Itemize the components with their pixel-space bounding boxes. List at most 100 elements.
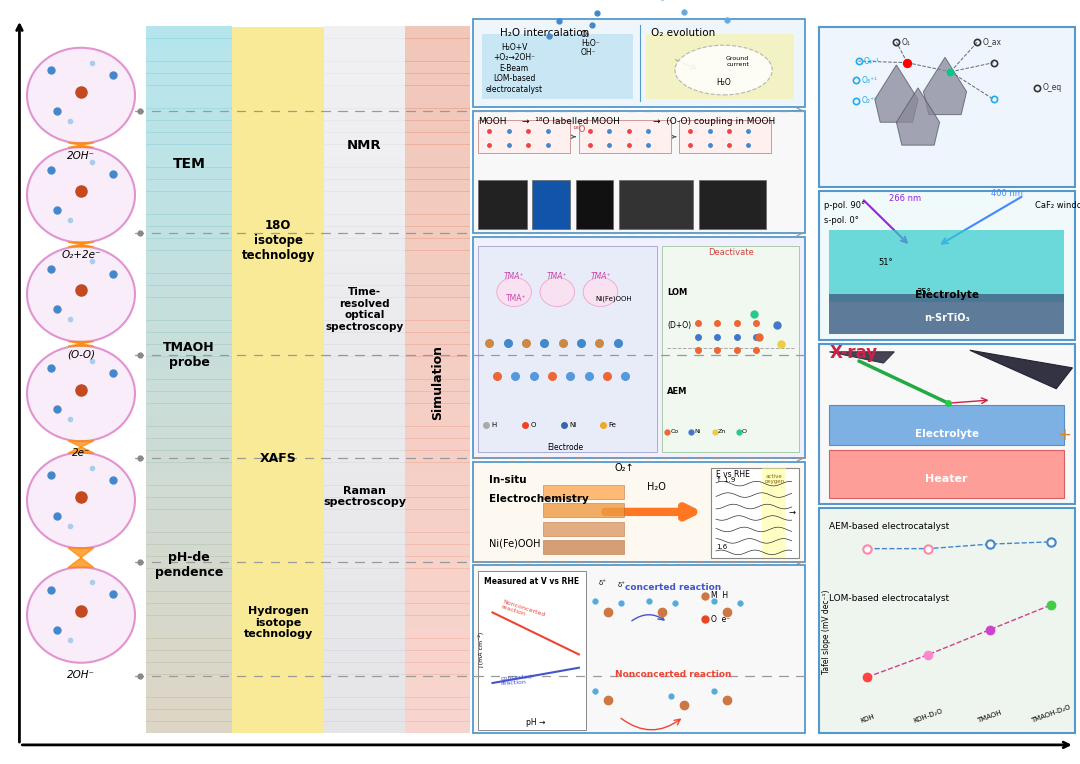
Bar <box>405 215 470 227</box>
Bar <box>324 591 405 604</box>
Bar <box>324 309 405 321</box>
Bar <box>405 344 470 357</box>
Bar <box>405 533 470 545</box>
Text: 1.6: 1.6 <box>716 544 727 550</box>
Bar <box>324 250 405 262</box>
Bar <box>324 97 405 109</box>
Bar <box>405 320 470 333</box>
Bar <box>405 297 470 309</box>
Text: AEM-based electrocatalyst: AEM-based electrocatalyst <box>829 522 949 530</box>
Polygon shape <box>829 351 894 363</box>
Text: TEM: TEM <box>173 157 205 171</box>
Bar <box>324 202 405 215</box>
Bar <box>819 344 1075 504</box>
Bar <box>405 50 470 62</box>
Bar <box>662 246 799 452</box>
Bar <box>324 179 405 192</box>
Polygon shape <box>68 558 94 568</box>
Bar <box>324 721 405 733</box>
Bar <box>146 509 232 522</box>
Bar <box>324 662 405 675</box>
Bar <box>324 226 405 239</box>
Polygon shape <box>896 88 940 145</box>
Polygon shape <box>68 344 94 346</box>
Bar <box>405 439 470 451</box>
Bar <box>473 111 805 233</box>
Text: Ground
current: Ground current <box>726 56 750 66</box>
Bar <box>324 474 405 486</box>
Bar <box>324 497 405 510</box>
Polygon shape <box>923 57 967 115</box>
Polygon shape <box>68 242 94 244</box>
Bar <box>146 367 232 380</box>
Bar <box>324 615 405 627</box>
Text: Co: Co <box>671 429 679 434</box>
Text: (O-O): (O-O) <box>67 349 95 359</box>
Bar <box>405 568 470 581</box>
Bar <box>699 180 766 229</box>
Bar <box>324 603 405 616</box>
Bar <box>405 132 470 144</box>
Text: p-pol. 90°: p-pol. 90° <box>824 202 865 210</box>
Bar <box>146 179 232 192</box>
Bar <box>324 426 405 439</box>
Bar <box>324 380 405 392</box>
Text: O_ax: O_ax <box>983 37 1002 47</box>
Bar <box>146 97 232 109</box>
Text: O₁: O₁ <box>902 37 910 47</box>
Bar <box>579 120 671 153</box>
Bar <box>146 450 232 462</box>
Ellipse shape <box>27 47 135 144</box>
Text: Nonconcerted
reaction: Nonconcerted reaction <box>500 599 545 623</box>
Bar <box>405 97 470 109</box>
Bar <box>324 568 405 581</box>
Bar <box>324 533 405 545</box>
Bar <box>324 415 405 427</box>
Bar <box>473 19 805 107</box>
Bar <box>146 461 232 474</box>
Bar <box>146 556 232 568</box>
Bar <box>405 73 470 86</box>
Text: O₃⁺¹: O₃⁺¹ <box>862 76 878 85</box>
Bar <box>146 344 232 357</box>
Bar <box>543 522 624 536</box>
Bar <box>324 238 405 251</box>
Bar <box>146 61 232 74</box>
Polygon shape <box>68 441 94 447</box>
Bar <box>532 180 570 229</box>
Bar <box>324 120 405 133</box>
Polygon shape <box>68 143 94 145</box>
Bar <box>405 274 470 286</box>
Text: concerted
reaction: concerted reaction <box>500 674 532 686</box>
Bar <box>146 391 232 403</box>
Text: O_eq: O_eq <box>1042 83 1062 92</box>
Bar <box>324 674 405 686</box>
Bar <box>146 238 232 251</box>
Bar <box>324 580 405 592</box>
Bar <box>324 367 405 380</box>
Text: E vs RHE: E vs RHE <box>716 470 750 479</box>
Ellipse shape <box>540 277 575 306</box>
Bar <box>146 426 232 439</box>
Bar <box>473 237 805 458</box>
Bar <box>232 27 324 733</box>
Bar <box>829 293 1064 334</box>
Bar <box>619 180 693 229</box>
Bar <box>405 426 470 439</box>
Bar <box>146 721 232 733</box>
Bar <box>679 120 771 153</box>
Bar <box>146 85 232 98</box>
Bar <box>324 509 405 522</box>
Bar <box>146 674 232 686</box>
Bar <box>146 485 232 498</box>
Bar <box>405 639 470 651</box>
Bar <box>146 167 232 180</box>
Bar <box>324 215 405 227</box>
Bar <box>324 50 405 62</box>
Text: TMA⁺: TMA⁺ <box>548 272 567 281</box>
Text: O: O <box>530 422 536 428</box>
Bar <box>405 403 470 416</box>
Bar <box>146 403 232 416</box>
Text: O₂⁺²: O₂⁺² <box>862 96 878 105</box>
Text: 2OH⁻: 2OH⁻ <box>67 151 95 160</box>
